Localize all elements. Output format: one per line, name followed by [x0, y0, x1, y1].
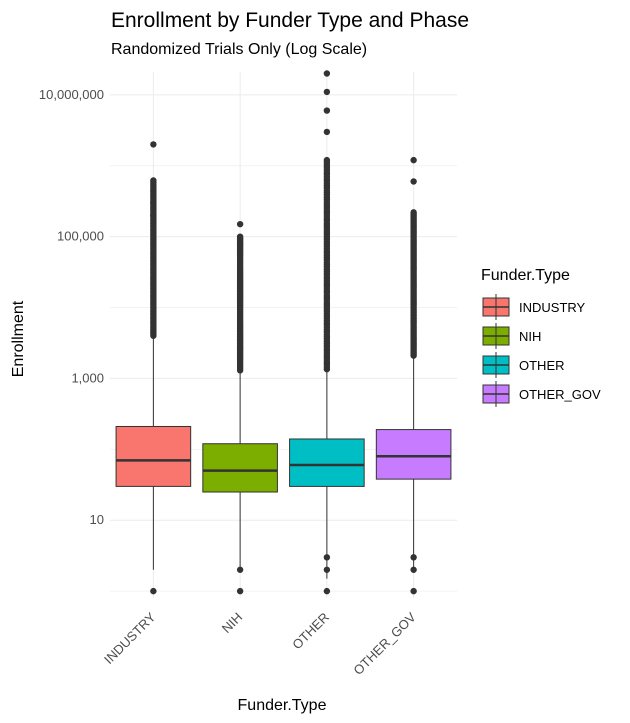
x-tick-label: OTHER_GOV — [350, 609, 419, 678]
outlier-point — [323, 107, 331, 114]
outlier-point — [236, 587, 244, 595]
outlier-point — [323, 128, 331, 136]
box-other — [289, 70, 365, 595]
legend-label: OTHER — [519, 358, 565, 373]
outlier-point — [410, 554, 417, 561]
outlier-point — [150, 199, 157, 207]
box-iqr — [202, 443, 278, 493]
legend-item-other: OTHER — [482, 352, 565, 378]
y-tick-label: 10,000,000 — [39, 87, 104, 102]
legend-label: NIH — [519, 329, 541, 344]
x-tick-label: INDUSTRY — [101, 609, 159, 667]
y-tick-label: 100,000 — [57, 229, 104, 244]
outlier-point — [150, 212, 157, 219]
box-iqr — [375, 429, 452, 480]
outlier-point — [236, 233, 244, 240]
y-axis-ticks: 10 1,000 100,000 10,000,000 — [39, 87, 104, 527]
outlier-point — [150, 587, 157, 595]
outlier-point — [410, 587, 417, 595]
outlier-point — [323, 566, 331, 573]
legend-title: Funder.Type — [481, 267, 570, 284]
box-iqr — [289, 438, 365, 487]
y-tick-label: 10 — [90, 512, 104, 527]
outlier-point — [410, 156, 417, 164]
outlier-point — [150, 177, 157, 184]
outlier-point — [410, 178, 417, 185]
outlier-point — [323, 587, 331, 595]
chart-title: Enrollment by Funder Type and Phase — [111, 9, 469, 32]
outlier-point — [323, 88, 331, 96]
legend-label: OTHER_GOV — [519, 387, 601, 402]
outlier-point — [150, 141, 157, 148]
legend-label: INDUSTRY — [519, 300, 586, 315]
x-axis-ticks: INDUSTRY NIH OTHER OTHER_GOV — [101, 609, 419, 678]
legend-item-other_gov: OTHER_GOV — [482, 381, 601, 407]
legend-item-industry: INDUSTRY — [482, 294, 586, 320]
outlier-point — [236, 566, 244, 573]
x-tick-label: OTHER — [289, 610, 332, 653]
outlier-point — [236, 220, 244, 228]
box-industry — [115, 141, 192, 595]
outlier-point — [323, 554, 331, 561]
y-axis-title: Enrollment — [10, 300, 27, 377]
box-plots — [115, 70, 452, 595]
grid — [110, 72, 457, 598]
outlier-point — [410, 209, 417, 216]
legend-item-nih: NIH — [482, 323, 541, 349]
box-other_gov — [375, 156, 452, 595]
legend: Funder.Type INDUSTRY NIH OTHER OTHER_GOV — [481, 267, 601, 407]
x-tick-label: NIH — [219, 610, 245, 636]
x-axis-title: Funder.Type — [238, 697, 327, 714]
outlier-point — [323, 70, 331, 77]
outlier-point — [410, 566, 417, 573]
y-tick-label: 1,000 — [71, 370, 104, 385]
chart-subtitle: Randomized Trials Only (Log Scale) — [111, 41, 367, 58]
box-iqr — [115, 425, 192, 487]
box-nih — [202, 220, 278, 595]
outlier-point — [323, 156, 331, 164]
